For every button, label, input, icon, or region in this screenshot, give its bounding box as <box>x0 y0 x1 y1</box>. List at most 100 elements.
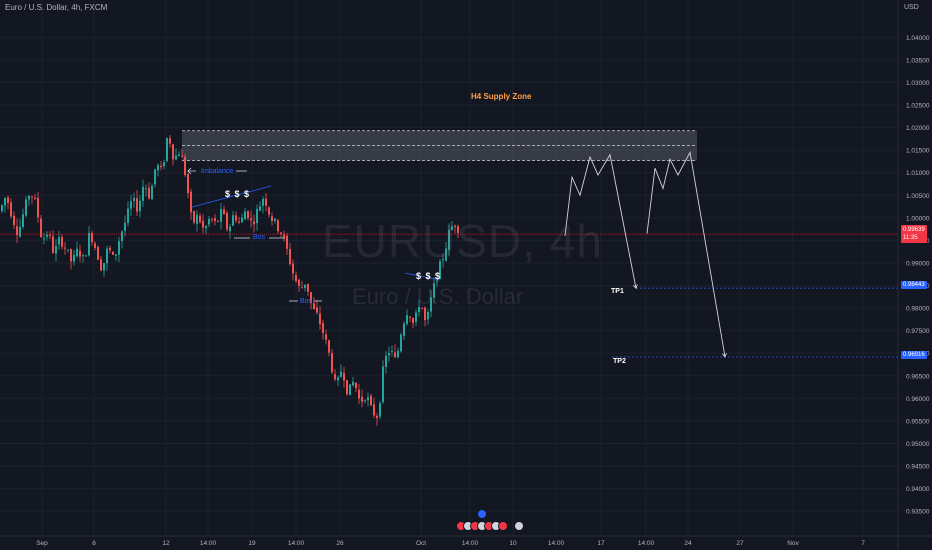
event-markers[interactable] <box>456 509 524 531</box>
candle-body <box>142 186 144 201</box>
candle-body <box>127 208 129 223</box>
candle-body <box>79 250 81 257</box>
economic-event-icon <box>498 521 508 531</box>
projection-path-2-arrow <box>722 352 727 358</box>
candle-body <box>325 334 327 340</box>
symbol-header[interactable]: Euro / U.S. Dollar, 4h, FXCM <box>5 3 108 12</box>
candle-body <box>283 234 285 238</box>
candle-body <box>385 355 387 368</box>
candle-body <box>292 263 294 274</box>
candle-body <box>262 198 264 206</box>
economic-event-icon <box>477 509 487 519</box>
candle-body <box>319 313 321 325</box>
candle-body <box>100 259 102 271</box>
candle-body <box>49 234 51 236</box>
candle-body <box>364 400 366 402</box>
candle-body <box>85 255 87 257</box>
candle-body <box>370 395 372 405</box>
candle-body <box>442 259 444 261</box>
candle-body <box>73 254 75 262</box>
x-tick-label: Oct <box>416 540 426 547</box>
candle-body <box>157 165 159 171</box>
x-tick-label: 19 <box>248 540 256 547</box>
economic-event-icon <box>514 521 524 531</box>
candle-body <box>214 218 216 222</box>
candle-body <box>31 196 33 198</box>
candle-body <box>373 404 375 416</box>
candle-body <box>247 211 249 219</box>
chart-overlays <box>0 151 898 358</box>
candle-body <box>421 308 423 310</box>
candle-body <box>199 215 201 223</box>
candle-body <box>244 211 246 220</box>
candle-body <box>106 248 108 264</box>
candle-body <box>430 297 432 312</box>
candle-body <box>148 187 150 199</box>
candle-body <box>154 169 156 185</box>
candle-body <box>10 202 12 217</box>
x-tick-label: 14:00 <box>462 540 479 547</box>
projection-path-1 <box>564 153 637 289</box>
candle-body <box>448 229 450 250</box>
candle-body <box>379 403 381 417</box>
candle-body <box>343 372 345 381</box>
candle-body <box>229 226 231 232</box>
candle-body <box>7 197 9 203</box>
candle-body <box>346 380 348 395</box>
candle-body <box>133 197 135 202</box>
y-tick-label: 0.95500 <box>906 418 930 425</box>
price-axis[interactable]: 1.04000 1.03500 1.03000 1.02500 1.02000 1.015… <box>897 0 930 550</box>
candle-body <box>331 353 333 373</box>
x-tick-label: 14:00 <box>288 540 305 547</box>
candle-body <box>97 246 99 260</box>
candle-body <box>178 154 180 156</box>
y-tick-label: 0.96500 <box>906 373 930 380</box>
projection-path-1-arrow <box>632 284 638 290</box>
candle-body <box>286 235 288 249</box>
candle-body <box>25 199 27 216</box>
currency-label: USD <box>904 4 919 11</box>
y-tick-label: 0.99000 <box>906 260 930 267</box>
x-tick-label: Sep <box>36 540 48 547</box>
candle-body <box>220 209 222 222</box>
y-tick-label: 0.97500 <box>906 328 930 335</box>
candle-body <box>436 280 438 282</box>
candle-body <box>52 236 54 253</box>
liquidity-trendline-2 <box>404 272 441 281</box>
candle-body <box>82 255 84 257</box>
candle-body <box>412 318 414 324</box>
bos-label-2: Bos <box>300 298 313 305</box>
candle-body <box>313 303 315 310</box>
candle-body <box>361 396 363 402</box>
candle-body <box>208 219 210 225</box>
candle-body <box>109 247 111 251</box>
candle-body <box>181 155 183 157</box>
candle-body <box>433 283 435 298</box>
candle-body <box>352 381 354 386</box>
candle-body <box>439 261 441 279</box>
candle-body <box>223 209 225 215</box>
candle-body <box>310 292 312 304</box>
candle-body <box>289 248 291 264</box>
tp1-label: TP1 <box>611 288 624 295</box>
candle-body <box>184 156 186 175</box>
y-tick-label: 0.98000 <box>906 306 930 313</box>
candle-body <box>139 200 141 211</box>
x-tick-label: 14:00 <box>548 540 565 547</box>
y-tick-label: 0.95000 <box>906 441 930 448</box>
candle-body <box>16 226 18 236</box>
candle-body <box>397 350 399 358</box>
candle-body <box>307 283 309 292</box>
candle-body <box>232 215 234 226</box>
candle-body <box>250 218 252 221</box>
candle-body <box>259 206 261 211</box>
y-tick-label: 1.00000 <box>906 215 930 222</box>
candle-body <box>124 222 126 231</box>
time-axis[interactable]: Sep 6 12 14:00 19 14:00 26 Oct 14:00 10 14:00 17 14:… <box>0 535 932 547</box>
candle-body <box>277 220 279 232</box>
x-tick-label: 6 <box>92 540 96 547</box>
candle-body <box>394 352 396 358</box>
y-tick-label: 0.96000 <box>906 396 930 403</box>
candle-body <box>268 207 270 215</box>
